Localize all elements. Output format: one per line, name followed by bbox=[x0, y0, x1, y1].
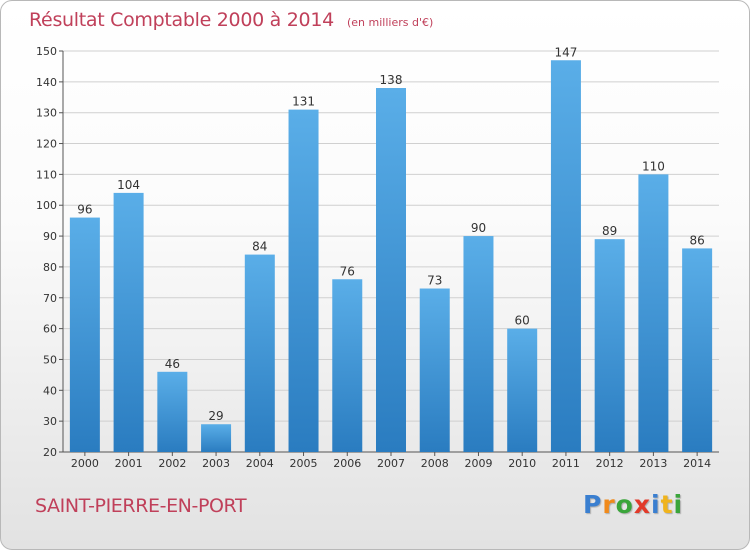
y-tick-label: 20 bbox=[43, 446, 57, 459]
x-tick-label: 2004 bbox=[246, 457, 274, 470]
bar bbox=[463, 236, 494, 452]
bar bbox=[157, 371, 188, 452]
bar bbox=[69, 217, 100, 452]
bar bbox=[550, 60, 581, 452]
logo-letter: P bbox=[583, 490, 603, 519]
y-tick-label: 30 bbox=[43, 415, 57, 428]
bar bbox=[244, 254, 275, 452]
bar bbox=[638, 174, 669, 452]
x-tick-label: 2011 bbox=[552, 457, 580, 470]
logo-letter: o bbox=[615, 490, 634, 519]
commune-name: SAINT-PIERRE-EN-PORT bbox=[35, 495, 247, 517]
bar bbox=[288, 109, 319, 452]
bar bbox=[113, 192, 144, 452]
bar-value-label: 29 bbox=[208, 409, 223, 423]
chart-subtitle: (en milliers d'€) bbox=[346, 16, 434, 29]
bar-value-label: 46 bbox=[165, 357, 180, 371]
y-tick-label: 120 bbox=[36, 138, 57, 151]
logo-letter: i bbox=[651, 490, 661, 519]
bars bbox=[69, 60, 713, 452]
y-tick-label: 130 bbox=[36, 107, 57, 120]
proxiti-logo: Proxiti bbox=[583, 490, 683, 519]
y-tick-label: 100 bbox=[36, 199, 57, 212]
bar-value-label: 60 bbox=[515, 314, 530, 328]
x-tick-label: 2005 bbox=[290, 457, 318, 470]
bar bbox=[507, 328, 538, 452]
x-tick-label: 2002 bbox=[158, 457, 186, 470]
logo-letter: t bbox=[660, 490, 674, 519]
x-tick-label: 2009 bbox=[464, 457, 492, 470]
x-tick-label: 2008 bbox=[421, 457, 449, 470]
x-tick-label: 2012 bbox=[596, 457, 624, 470]
bar bbox=[682, 248, 713, 452]
x-tick-label: 2014 bbox=[683, 457, 711, 470]
y-tick-label: 60 bbox=[43, 323, 57, 336]
x-tick-label: 2007 bbox=[377, 457, 405, 470]
bar bbox=[594, 239, 625, 452]
y-tick-label: 40 bbox=[43, 384, 57, 397]
logo-letter: i bbox=[673, 490, 684, 519]
y-tick-label: 90 bbox=[43, 230, 57, 243]
x-tick-label: 2013 bbox=[639, 457, 667, 470]
bar-value-label: 96 bbox=[77, 203, 92, 217]
x-tick-label: 2010 bbox=[508, 457, 536, 470]
bar-value-label: 147 bbox=[554, 45, 577, 59]
logo-letter: x bbox=[633, 490, 651, 519]
bar bbox=[332, 279, 363, 452]
y-tick-label: 150 bbox=[36, 45, 57, 58]
chart-title: Résultat Comptable 2000 à 2014 bbox=[29, 9, 334, 31]
bar-value-label: 86 bbox=[689, 233, 704, 247]
bar-value-label: 90 bbox=[471, 221, 486, 235]
labels: 20 30 40 50 60 70 80 90 100 110 120 130 140 150 96 2000… bbox=[36, 45, 711, 470]
title-row: Résultat Comptable 2000 à 2014 (en milli… bbox=[29, 9, 433, 31]
bar-value-label: 84 bbox=[252, 240, 267, 254]
bar-value-label: 89 bbox=[602, 224, 617, 238]
y-tick-label: 70 bbox=[43, 292, 57, 305]
bar bbox=[376, 88, 406, 452]
bar-value-label: 131 bbox=[292, 95, 315, 109]
y-tick-label: 80 bbox=[43, 261, 57, 274]
y-tick-label: 110 bbox=[36, 168, 57, 181]
bar-value-label: 110 bbox=[642, 159, 665, 173]
bar-value-label: 138 bbox=[380, 73, 403, 87]
x-tick-label: 2003 bbox=[202, 457, 230, 470]
bar-value-label: 76 bbox=[340, 264, 355, 278]
bar-value-label: 73 bbox=[427, 274, 442, 288]
x-tick-label: 2001 bbox=[115, 457, 143, 470]
y-tick-label: 140 bbox=[36, 76, 57, 89]
y-tick-label: 50 bbox=[43, 353, 57, 366]
bar bbox=[201, 424, 232, 452]
bar-value-label: 104 bbox=[117, 178, 140, 192]
x-tick-label: 2000 bbox=[71, 457, 99, 470]
x-tick-label: 2006 bbox=[333, 457, 361, 470]
logo-letter: r bbox=[602, 490, 616, 519]
bar bbox=[419, 288, 450, 452]
